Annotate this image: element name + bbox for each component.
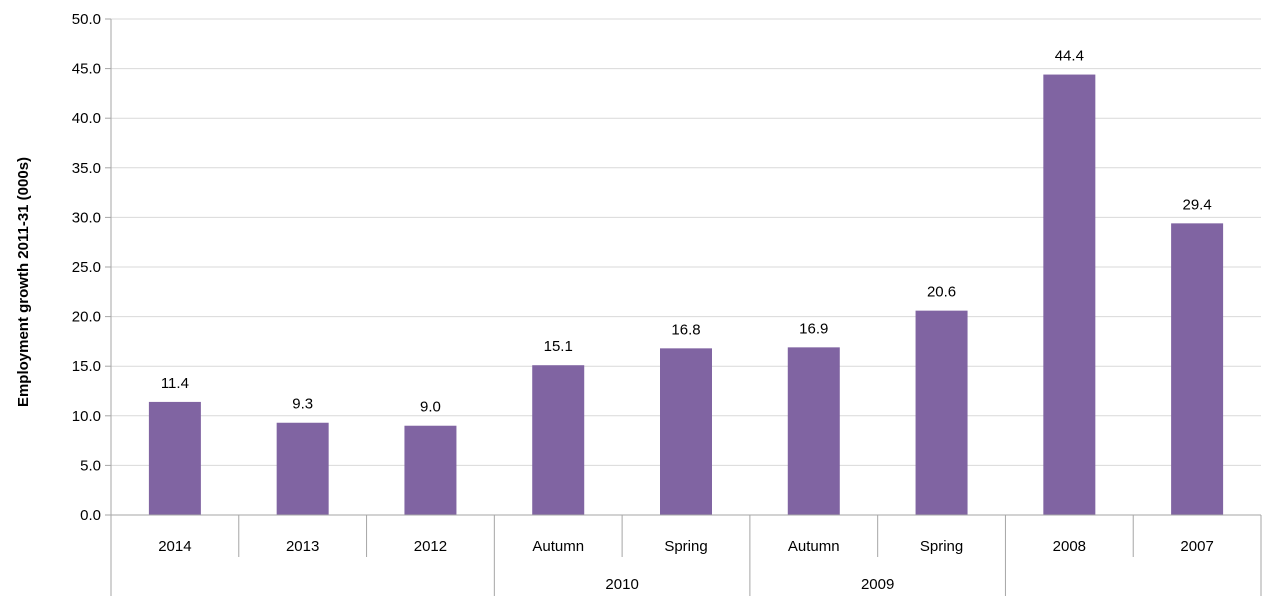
bar [532,365,585,515]
data-label: 15.1 [544,338,573,355]
x-tick-label: Spring [920,538,963,555]
y-tick-label: 45.0 [72,61,101,78]
data-label: 9.0 [420,399,441,416]
y-tick-label: 20.0 [72,309,101,326]
data-label: 9.3 [292,396,313,413]
y-axis-title: Employment growth 2011-31 (000s) [15,157,32,407]
y-tick-label: 5.0 [80,457,101,474]
y-tick-label: 50.0 [72,11,101,28]
data-label: 29.4 [1183,196,1212,213]
y-tick-label: 40.0 [72,110,101,127]
bars [148,74,1224,516]
data-label: 16.8 [671,321,700,338]
bar [404,425,457,515]
x-group-label: 2009 [861,576,894,593]
axes: 0.0 5.0 10.0 15.0 20.0 25.0 30.0 35.0 40.0 45.0 50… [72,11,1262,596]
y-tick-label: 0.0 [80,507,101,524]
x-tick-label: 2012 [414,538,447,555]
x-tick-label: 2014 [158,538,191,555]
y-tick-label: 35.0 [72,160,101,177]
gridlines [111,18,1261,466]
x-tick-label: Autumn [788,538,840,555]
data-label: 11.4 [161,375,189,392]
bar [276,422,329,515]
y-tick-label: 15.0 [72,358,101,375]
data-labels: 11.4 9.3 9.0 15.1 16.8 16.9 20.6 44.4 29.4 [161,48,1212,416]
data-label: 44.4 [1055,48,1084,65]
bar [1171,223,1224,516]
bar [148,401,201,515]
data-label: 20.6 [927,284,956,301]
y-tick-label: 10.0 [72,408,101,425]
x-tick-label: 2007 [1180,538,1213,555]
x-tick-label: Spring [664,538,707,555]
y-tick-label: 25.0 [72,259,101,276]
x-tick-label: Autumn [532,538,584,555]
x-group-label: 2010 [605,576,638,593]
bar [787,347,840,515]
data-label: 16.9 [799,320,828,337]
bar [660,348,712,515]
x-tick-label: 2008 [1053,538,1086,555]
x-tick-label: 2013 [286,538,319,555]
bar [1043,74,1096,515]
y-tick-label: 30.0 [72,209,101,226]
bar [915,310,968,515]
